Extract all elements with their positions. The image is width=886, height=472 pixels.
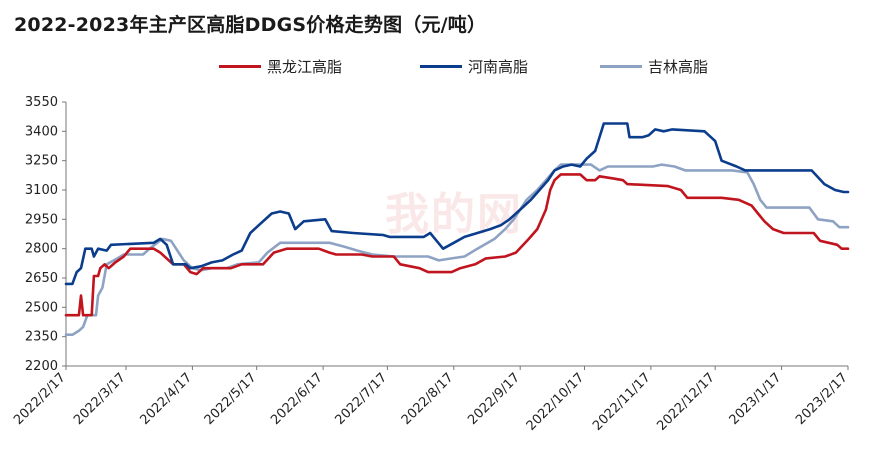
y-tick-label: 3250 [25,154,58,169]
legend-label-jilin: 吉林高脂 [648,58,709,76]
x-tick-label: 2023/2/17 [793,370,851,428]
y-tick-label: 2500 [25,300,58,315]
y-tick-label: 2350 [25,330,58,345]
x-tick-label: 2022/2/17 [11,370,69,428]
y-tick-label: 3100 [25,183,58,198]
x-tick-label: 2022/4/17 [137,370,195,428]
y-tick-label: 2200 [25,359,58,374]
legend-label-henan: 河南高脂 [468,58,529,76]
series-line-jilin [64,163,850,336]
legend-swatch-henan [420,65,462,68]
x-tick-label: 2022/3/17 [71,370,129,428]
series-line-heilongjiang [64,173,850,317]
y-tick-label: 2800 [25,242,58,257]
legend-item-jilin: 吉林高脂 [600,56,708,77]
x-tick-label: 2022/9/17 [465,370,523,428]
watermark: 我的网 [385,189,523,240]
y-tick-label: 2650 [25,271,58,286]
series-line-henan [64,122,850,286]
legend-swatch-jilin [600,65,642,68]
x-tick-label: 2022/11/17 [590,370,654,434]
legend-swatch-heilongjiang [219,65,261,68]
chart-title: 2022-2023年主产区高脂DDGS价格走势图（元/吨） [14,14,487,36]
y-tick-label: 3400 [25,124,58,139]
x-tick-label: 2023/1/17 [727,370,785,428]
legend-item-heilongjiang: 黑龙江高脂 [219,56,342,77]
legend: 黑龙江高脂 河南高脂 吉林高脂 [0,56,886,80]
legend-item-henan: 河南高脂 [420,56,528,77]
x-tick-label: 2022/5/17 [202,370,260,428]
y-tick-label: 2950 [25,212,58,227]
x-tick-label: 2022/10/17 [524,370,588,434]
x-tick-label: 2022/6/17 [268,370,326,428]
x-tick-label: 2022/8/17 [399,370,457,428]
y-tick-label: 3550 [25,95,58,110]
x-tick-label: 2022/7/17 [332,370,390,428]
legend-label-heilongjiang: 黑龙江高脂 [267,58,343,76]
x-tick-label: 2022/12/17 [654,370,718,434]
